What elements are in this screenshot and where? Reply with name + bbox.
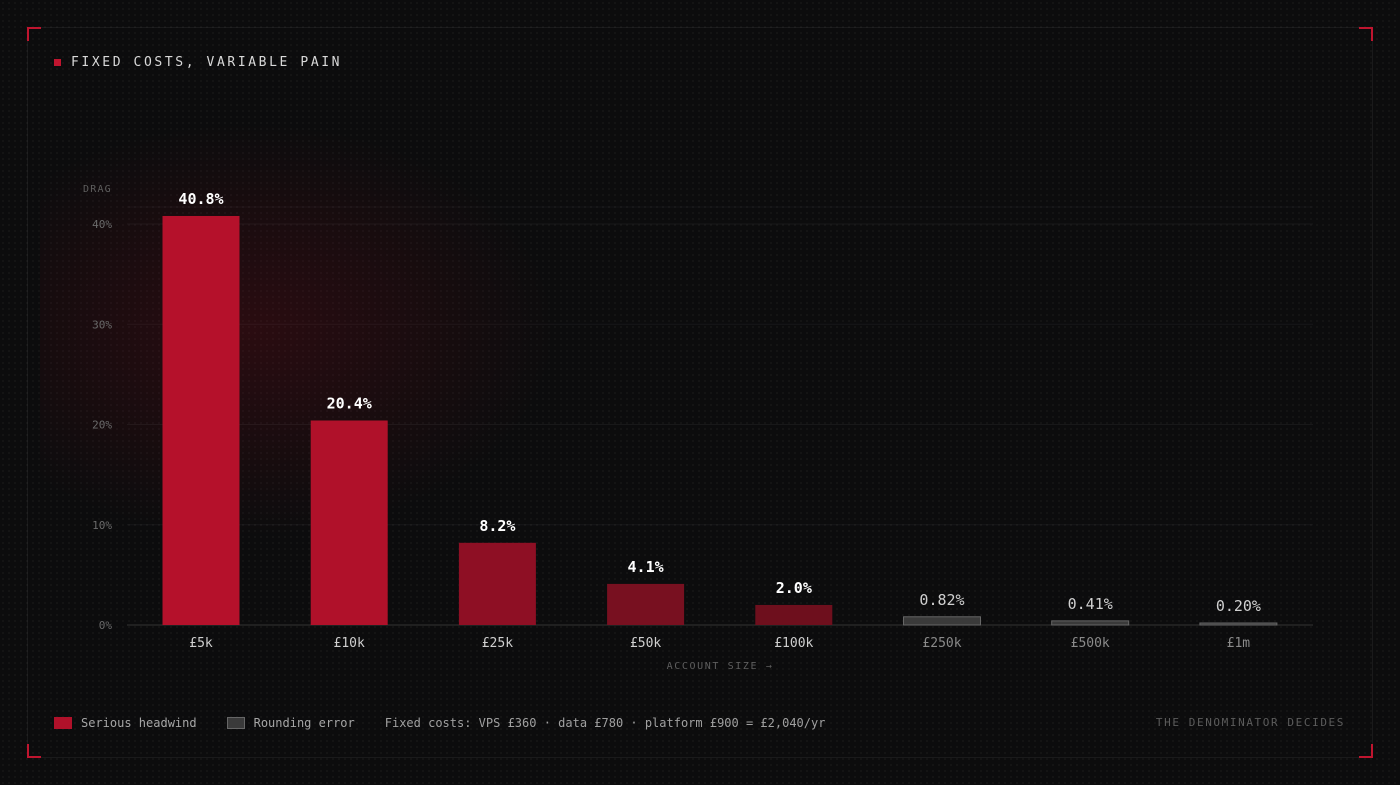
spacer-line	[127, 257, 1313, 274]
y-axis-label: DRAG	[83, 184, 112, 195]
x-tick-label: £1m	[1227, 636, 1251, 651]
chart-title: FIXED COSTS, VARIABLE PAIN	[71, 54, 343, 70]
data-label: 0.82%	[919, 591, 964, 609]
chart-frame	[27, 27, 1373, 758]
corner-mark-bottom-right	[1359, 744, 1373, 758]
data-label: 20.4%	[327, 394, 372, 412]
data-label: 2.0%	[776, 579, 812, 597]
bar-4	[755, 604, 833, 625]
legend-item-rounding: Rounding error	[226, 716, 355, 730]
x-tick-label: £10k	[334, 636, 365, 651]
data-label: 0.20%	[1216, 597, 1261, 615]
title-row: FIXED COSTS, VARIABLE PAIN	[54, 54, 342, 70]
legend-swatch-serious	[54, 717, 72, 729]
legend: Serious headwind Rounding error Fixed co…	[54, 715, 825, 731]
bar-0	[162, 215, 240, 626]
x-tick-label: £5k	[189, 636, 213, 651]
legend-label-rounding: Rounding error	[253, 716, 355, 730]
fixed-costs-note: Fixed costs: VPS £360 · data £780 · plat…	[384, 716, 826, 730]
legend-item-serious: Serious headwind	[54, 716, 197, 730]
bar-7	[1199, 622, 1278, 626]
bar-6	[1051, 620, 1130, 626]
legend-label-serious: Serious headwind	[81, 716, 197, 730]
data-label: 40.8%	[178, 190, 223, 208]
corner-mark-top-right	[1359, 27, 1373, 41]
bar-3	[607, 583, 685, 625]
x-tick-label: £100k	[774, 636, 813, 651]
y-tick-label: 30%	[92, 318, 112, 331]
data-label: 4.1%	[628, 558, 664, 576]
y-tick-label: 0%	[99, 619, 113, 632]
y-tick-label: 10%	[92, 519, 112, 532]
corner-mark-top-left	[27, 27, 41, 41]
legend-swatch-rounding	[226, 717, 245, 729]
y-tick-label: 40%	[92, 218, 112, 231]
data-label: 8.2%	[479, 517, 515, 535]
bar-1	[310, 420, 388, 625]
x-axis-label: ACCOUNT SIZE →	[667, 661, 774, 672]
x-tick-label: £25k	[482, 636, 513, 651]
data-label: 0.41%	[1068, 595, 1113, 613]
y-tick-label: 20%	[92, 419, 112, 432]
tagline: THE DENOMINATOR DECIDES	[1155, 716, 1345, 729]
title-square-icon	[54, 58, 61, 66]
x-tick-label: £250k	[922, 636, 961, 651]
x-tick-label: £50k	[630, 636, 661, 651]
corner-mark-bottom-left	[27, 744, 41, 758]
x-tick-label: £500k	[1071, 636, 1110, 651]
bar-2	[458, 542, 536, 625]
bar-5	[903, 616, 981, 626]
